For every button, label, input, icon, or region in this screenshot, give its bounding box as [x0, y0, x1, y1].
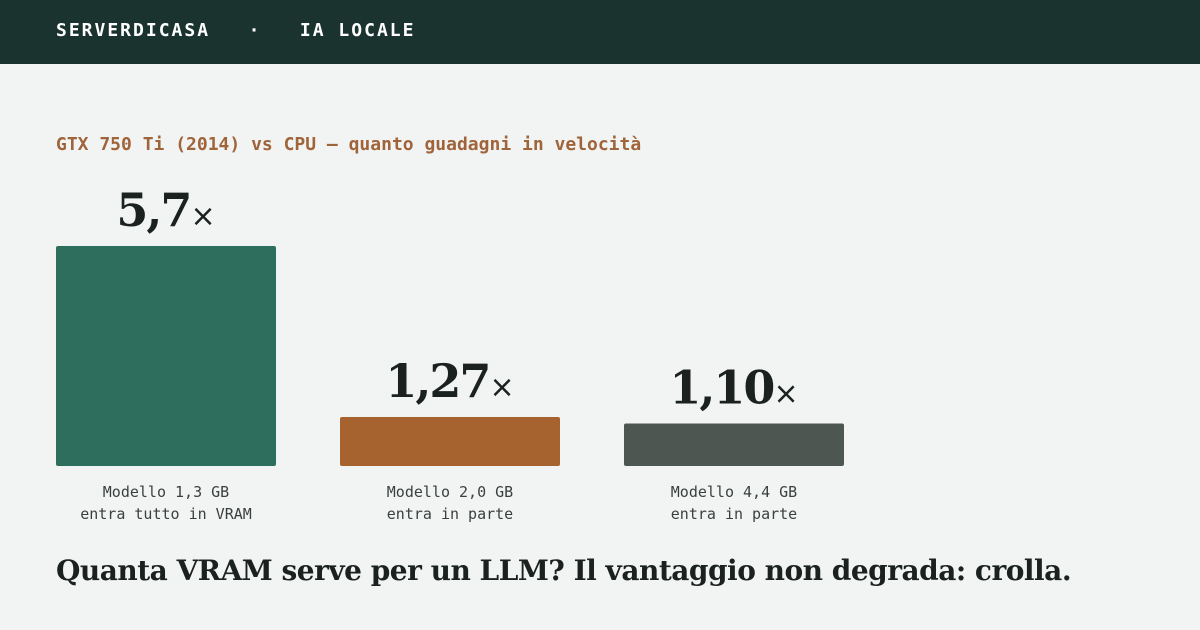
bar-3	[624, 423, 844, 466]
section-name: IA LOCALE	[299, 20, 416, 41]
category-label-3-line-1: Modello 4,4 GB	[671, 483, 797, 501]
top-bar: SERVERDICASA · IA LOCALE	[0, 0, 1200, 64]
bar-1	[56, 246, 276, 466]
bar-value-label-3: 1,10×	[669, 361, 798, 415]
category-label-2-line-2: entra in parte	[387, 505, 513, 523]
brand-separator: ·	[248, 20, 262, 41]
category-label-3-line-2: entra in parte	[671, 505, 797, 523]
bar-value-label-2: 1,27×	[385, 354, 514, 408]
speedup-bar-chart: 5,7× Modello 1,3 GB entra tutto in VRAM 1,2…	[56, 183, 844, 523]
category-label-2-line-1: Modello 2,0 GB	[387, 483, 513, 501]
category-label-1-line-2: entra tutto in VRAM	[80, 505, 252, 523]
chart-title: GTX 750 Ti (2014) vs CPU — quanto guadag…	[56, 134, 642, 155]
article-headline[interactable]: Quanta VRAM serve per un LLM? Il vantagg…	[56, 554, 1072, 587]
bar-2	[340, 416, 560, 466]
site-brand[interactable]: SERVERDICASA · IA LOCALE	[56, 20, 415, 41]
brand-name: SERVERDICASA	[56, 20, 211, 41]
category-label-1-line-1: Modello 1,3 GB	[103, 483, 229, 501]
bar-value-label-1: 5,7×	[116, 183, 215, 237]
